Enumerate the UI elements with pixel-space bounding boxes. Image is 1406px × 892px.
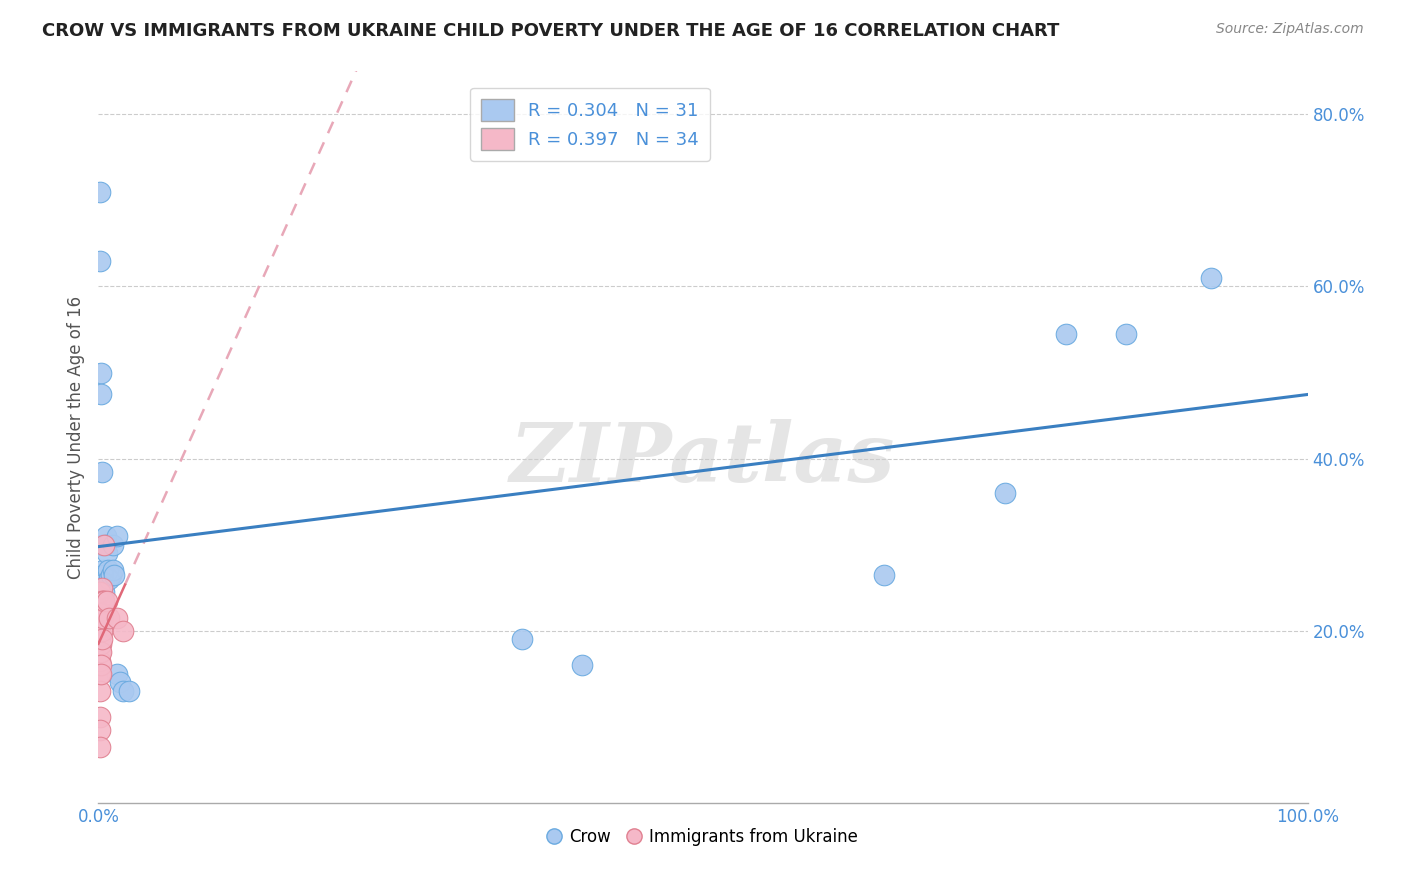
Point <box>111 624 134 638</box>
Point <box>101 564 124 578</box>
Point <box>94 538 117 552</box>
Point <box>91 581 114 595</box>
Point <box>90 645 112 659</box>
Point <box>89 637 111 651</box>
Point <box>93 593 115 607</box>
Point <box>103 567 125 582</box>
Point <box>96 546 118 560</box>
Point <box>105 611 128 625</box>
Point <box>994 486 1017 500</box>
Point <box>89 615 111 629</box>
Text: ZIPatlas: ZIPatlas <box>510 419 896 499</box>
Point <box>89 253 111 268</box>
Point <box>90 658 112 673</box>
Point <box>1054 326 1077 341</box>
Legend: Crow, Immigrants from Ukraine: Crow, Immigrants from Ukraine <box>541 822 865 853</box>
Point <box>89 654 111 668</box>
Point <box>89 723 111 737</box>
Point <box>89 684 111 698</box>
Point <box>105 666 128 681</box>
Point <box>90 666 112 681</box>
Point <box>96 593 118 607</box>
Point <box>90 628 112 642</box>
Point <box>91 611 114 625</box>
Text: CROW VS IMMIGRANTS FROM UKRAINE CHILD POVERTY UNDER THE AGE OF 16 CORRELATION CH: CROW VS IMMIGRANTS FROM UKRAINE CHILD PO… <box>42 22 1060 40</box>
Point <box>91 567 114 582</box>
Point <box>90 387 112 401</box>
Point <box>94 529 117 543</box>
Point <box>91 465 114 479</box>
Point <box>90 593 112 607</box>
Point <box>97 564 120 578</box>
Point <box>98 611 121 625</box>
Point <box>98 572 121 586</box>
Point <box>90 366 112 380</box>
Point <box>91 564 114 578</box>
Point <box>101 538 124 552</box>
Point <box>91 538 114 552</box>
Point <box>89 666 111 681</box>
Point <box>93 538 115 552</box>
Point <box>118 684 141 698</box>
Point <box>1199 271 1222 285</box>
Y-axis label: Child Poverty Under the Age of 16: Child Poverty Under the Age of 16 <box>66 295 84 579</box>
Point <box>89 624 111 638</box>
Point <box>873 567 896 582</box>
Point <box>89 585 111 599</box>
Point <box>89 607 111 621</box>
Point <box>111 684 134 698</box>
Point <box>108 675 131 690</box>
Point <box>93 585 115 599</box>
Point <box>100 567 122 582</box>
Point <box>89 185 111 199</box>
Point <box>1115 326 1137 341</box>
Point <box>93 576 115 591</box>
Point <box>91 611 114 625</box>
Text: Source: ZipAtlas.com: Source: ZipAtlas.com <box>1216 22 1364 37</box>
Point <box>89 645 111 659</box>
Point <box>90 607 112 621</box>
Point <box>89 739 111 754</box>
Point <box>89 593 111 607</box>
Point <box>510 632 533 647</box>
Point <box>105 529 128 543</box>
Point <box>91 593 114 607</box>
Point <box>571 658 593 673</box>
Point <box>91 624 114 638</box>
Point <box>89 710 111 724</box>
Point <box>90 615 112 629</box>
Point <box>91 593 114 607</box>
Point <box>90 637 112 651</box>
Point <box>91 632 114 647</box>
